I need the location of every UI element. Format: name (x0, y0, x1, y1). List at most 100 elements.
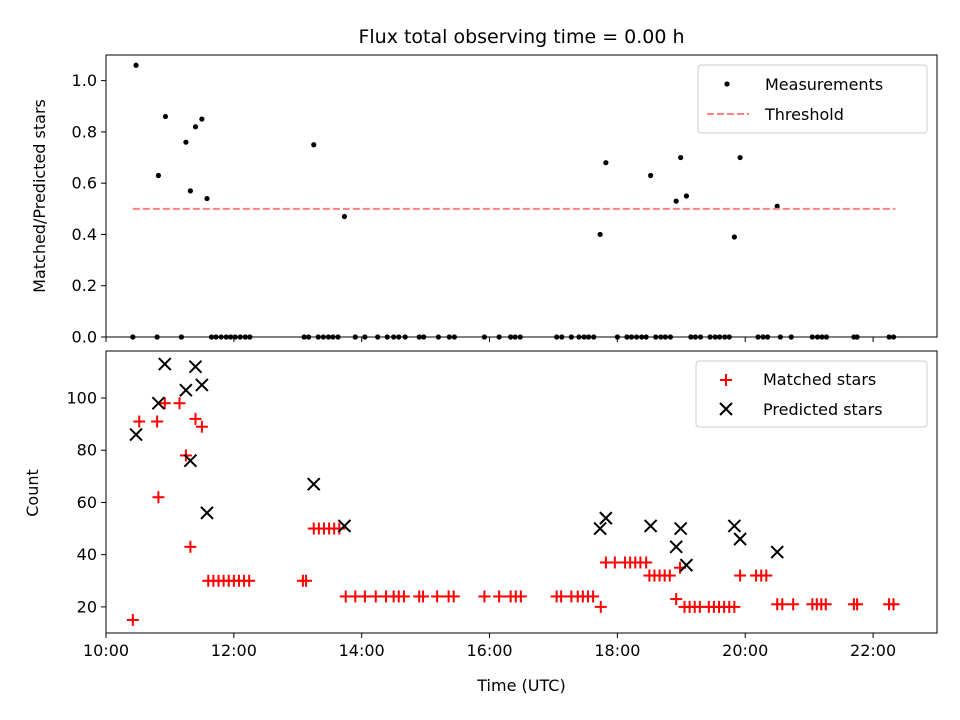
legend-threshold-label: Threshold (764, 105, 844, 124)
predicted-stars-point (727, 519, 742, 533)
top-panel-frame (105, 54, 938, 338)
matched-stars-point (417, 590, 430, 603)
matched-stars-point (493, 590, 506, 603)
matched-stars-point (152, 491, 165, 504)
matched-stars-point (640, 556, 653, 569)
matched-stars-point (173, 397, 186, 410)
matched-stars-point (447, 590, 460, 603)
bottom-panel-x-axis-label: Time (UTC) (476, 676, 565, 695)
predicted-stars-point (200, 506, 214, 520)
matched-stars-point (158, 397, 171, 410)
matched-stars-point (851, 598, 864, 611)
bottom-legend-box (695, 360, 928, 428)
matched-stars-point (431, 590, 444, 603)
predicted-stars-point (129, 427, 143, 442)
top-panel-y-ticks: 0.0 0.2 0.4 0.6 0.8 1.0 (72, 71, 106, 347)
top-legend-box (697, 64, 928, 134)
x-tick-label: 12:00 (211, 641, 257, 660)
matched-stars-point (195, 420, 208, 433)
predicted-stars-point (151, 396, 166, 410)
x-tick-label: 22:00 (850, 641, 896, 660)
predicted-stars-point (643, 519, 658, 533)
predicted-stars-point (179, 383, 193, 397)
measurement-point (737, 154, 743, 161)
legend-measurements-marker (724, 81, 730, 87)
matched-stars-point (887, 598, 900, 611)
y-tick-label: 0.8 (72, 122, 97, 141)
matched-stars-point (514, 590, 527, 603)
predicted-stars-point (158, 357, 172, 371)
predicted-stars-point (188, 359, 203, 374)
legend-matched-label: Matched stars (763, 370, 876, 389)
matched-stars-point (594, 600, 607, 613)
predicted-stars-point (733, 532, 747, 546)
matched-stars-point (663, 569, 676, 582)
x-tick-label: 20:00 (722, 641, 768, 660)
top-legend: Measurements Threshold (697, 64, 928, 134)
measurement-point (774, 203, 780, 209)
y-tick-label: 0.2 (72, 276, 97, 295)
legend-predicted-marker (719, 402, 733, 416)
top-panel: Flux total observing time = 0.00 h Match… (30, 26, 938, 347)
predicted-stars-point (337, 519, 352, 533)
measurement-point (204, 195, 210, 202)
legend-predicted-label: Predicted stars (763, 400, 883, 419)
measurement-point (311, 142, 317, 148)
measurement-point (162, 113, 169, 120)
x-tick-label: 16:00 (466, 641, 512, 660)
matched-stars-point (776, 598, 789, 611)
matched-stars-point (358, 590, 371, 603)
predicted-stars-point (195, 378, 209, 392)
y-tick-label: 1.0 (72, 71, 97, 90)
bottom-panel-marks (126, 357, 900, 626)
matched-stars-point (126, 613, 139, 626)
matched-stars-point (151, 415, 164, 428)
y-tick-label: 0.6 (72, 174, 97, 193)
measurement-point (603, 160, 609, 166)
x-tick-label: 10:00 (83, 641, 129, 660)
top-panel-title: Flux total observing time = 0.00 h (358, 26, 684, 48)
predicted-stars-point (669, 540, 683, 554)
measurement-point (341, 213, 348, 220)
matched-stars-point (608, 556, 621, 569)
measurement-point (183, 139, 189, 145)
matched-stars-point (728, 600, 741, 613)
top-panel-y-axis-label: Matched/Predicted stars (30, 99, 49, 293)
measurement-point (648, 172, 654, 179)
matched-stars-point (734, 569, 747, 582)
measurement-point (683, 193, 690, 199)
matched-stars-point (555, 590, 568, 603)
y-tick-label: 80 (77, 441, 97, 460)
y-tick-label: 100 (66, 389, 97, 408)
legend-measurements-label: Measurements (765, 75, 883, 94)
matched-stars-point (369, 590, 382, 603)
predicted-stars-point (183, 453, 198, 468)
measurement-point (731, 234, 737, 240)
y-tick-label: 20 (77, 597, 97, 616)
matched-stars-point (133, 415, 146, 428)
matched-stars-point (587, 590, 600, 603)
measurement-point (678, 154, 684, 161)
x-tick-label: 18:00 (594, 641, 640, 660)
bottom-panel-frame (105, 350, 938, 634)
y-tick-label: 0.0 (72, 328, 97, 347)
measurement-point (187, 188, 193, 194)
matched-stars-point (189, 412, 202, 425)
matched-stars-point (478, 590, 491, 603)
bottom-legend: Matched stars Predicted stars (695, 360, 928, 428)
bottom-panel-x-ticks: 10:00 12:00 14:00 16:00 18:00 20:00 22:00 (83, 633, 896, 660)
predicted-stars-point (599, 511, 613, 525)
predicted-stars-point (679, 558, 694, 572)
predicted-stars-point (307, 477, 321, 491)
matched-stars-point (819, 598, 832, 611)
measurement-point (133, 62, 139, 68)
matched-stars-point (670, 593, 683, 606)
predicted-stars-point (593, 521, 607, 536)
x-tick-label: 14:00 (339, 641, 385, 660)
bottom-panel-y-axis-label: Count (23, 469, 42, 517)
top-panel-marks (130, 62, 897, 340)
measurement-point (597, 231, 603, 238)
y-tick-label: 0.4 (72, 225, 97, 244)
